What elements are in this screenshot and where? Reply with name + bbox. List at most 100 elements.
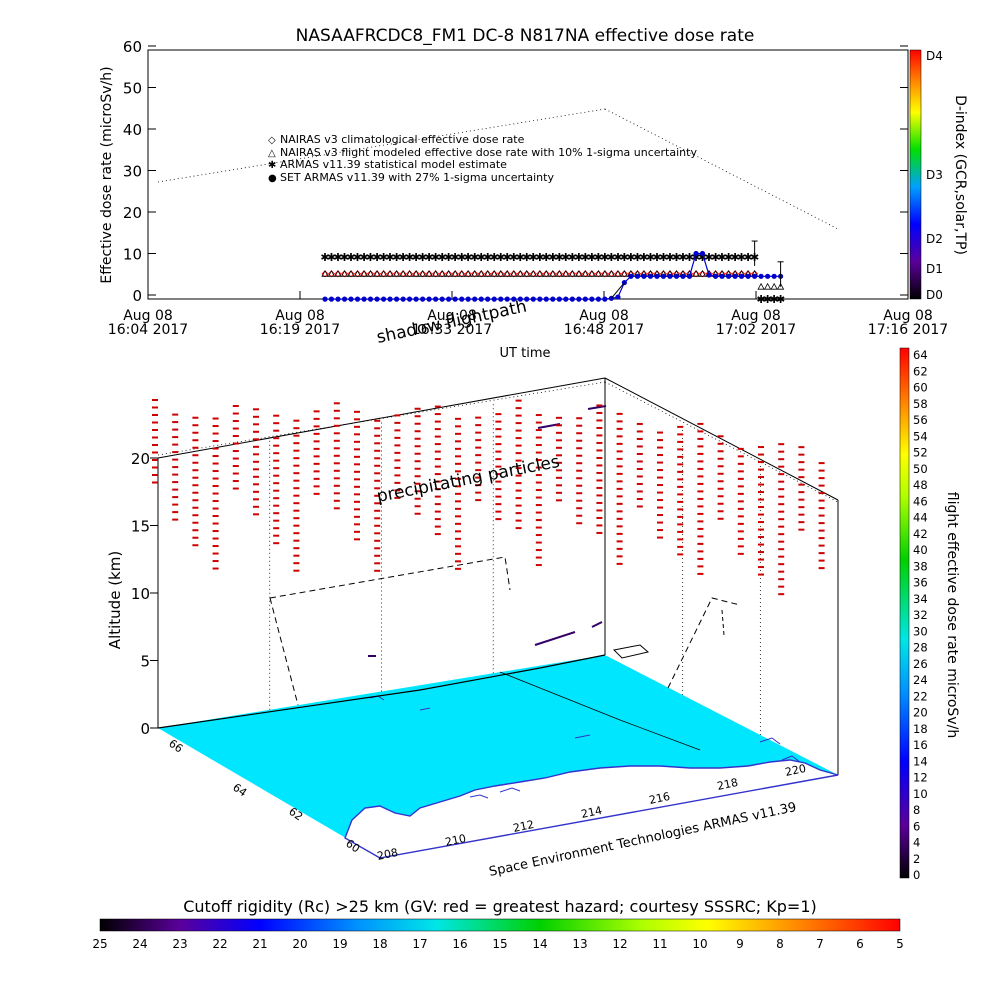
- data-point: [360, 270, 368, 278]
- data-point: [511, 296, 517, 302]
- dose-tick-label: 50: [913, 462, 928, 476]
- data-point: [504, 296, 510, 302]
- data-point: ✱: [776, 293, 785, 306]
- map-panel: shadow flightpath precipitating particle…: [106, 108, 960, 882]
- shadow-flightpath-left: [269, 597, 299, 706]
- data-point: [529, 269, 537, 277]
- rigidity-colorbar-ticks: 25 24 23 22 21 20 19 18 17 16 15 14 13 12 11 10 9 8 7 6 5: [92, 937, 903, 951]
- data-point: [595, 296, 602, 302]
- data-point: [458, 269, 466, 277]
- data-point: ✱: [626, 251, 635, 264]
- data-point: [386, 270, 394, 278]
- alt-tick-label: 20: [131, 450, 150, 468]
- rigidity-colorbar: [99, 918, 901, 932]
- data-point: [328, 296, 335, 302]
- rigidity-tick-label: 12: [612, 937, 627, 951]
- y-tick-label: 30: [123, 163, 142, 181]
- data-point: [771, 273, 777, 279]
- data-point: ✱: [366, 251, 375, 264]
- data-point: [607, 269, 616, 277]
- data-point: ✱: [438, 251, 447, 264]
- rigidity-tick-label: 9: [736, 937, 744, 951]
- x-tick-label-time: 16:33 2017: [412, 322, 492, 338]
- data-point: [498, 296, 504, 302]
- altitude-axis: 0 5 10 15 20: [131, 450, 158, 738]
- data-point: [594, 269, 603, 277]
- data-point: [334, 269, 342, 277]
- alt-gridline-right: [604, 108, 839, 230]
- data-point: [412, 270, 420, 278]
- dose-tick-label: 26: [913, 657, 928, 671]
- dose-tick-label: 44: [913, 511, 928, 525]
- shadow-flightpath-far: [721, 609, 725, 636]
- data-point: [536, 270, 544, 278]
- data-point: [654, 273, 660, 279]
- data-point: [353, 269, 362, 277]
- shadow-flightpath-right: [667, 597, 741, 689]
- data-point: [615, 294, 621, 300]
- data-point: ✱: [399, 251, 408, 264]
- data-point: [692, 269, 700, 277]
- lon-tick-label: 214: [580, 804, 603, 821]
- data-point: ✱: [392, 251, 401, 264]
- data-point: [321, 270, 329, 278]
- data-point: [757, 282, 765, 290]
- legend-label-nairas-flight: NAIRAS v3 flight modeled effective dose …: [280, 146, 697, 159]
- data-point: ✱: [327, 251, 336, 264]
- data-point: [444, 269, 453, 277]
- lon-tick-label: 212: [512, 818, 535, 835]
- alt-tick-label: 15: [131, 518, 150, 536]
- data-point: [451, 270, 459, 278]
- rigidity-tick-label: 24: [132, 937, 147, 951]
- dose-tick-label: 12: [913, 771, 928, 785]
- data-point: [523, 270, 531, 278]
- x-tick-label-date: Aug 08: [427, 308, 477, 324]
- data-point: [321, 269, 329, 277]
- overlay-shadow-flightpath: shadow flightpath: [375, 297, 529, 348]
- data-point: [719, 273, 725, 279]
- data-point: [745, 273, 751, 279]
- data-point: [536, 269, 544, 277]
- dose-tick-label: 20: [913, 706, 928, 720]
- data-point: [524, 296, 530, 302]
- data-point: ✱: [672, 251, 681, 264]
- rigidity-tick-label: 5: [896, 937, 904, 951]
- data-point: [523, 269, 531, 277]
- x-tick-label-date: Aug 08: [275, 308, 325, 324]
- data-point: [614, 270, 622, 278]
- data-point: [334, 270, 342, 278]
- data-point: [393, 296, 400, 302]
- top-y-axis: 0 10 20 30 40 50 60: [123, 38, 908, 305]
- data-point: [485, 296, 491, 302]
- data-point: [354, 296, 361, 302]
- data-point: [510, 270, 518, 278]
- data-point: ✱: [652, 251, 661, 264]
- data-point: [752, 273, 758, 279]
- dose-tick-label: 4: [913, 836, 920, 850]
- y-tick-label: 60: [123, 38, 142, 56]
- y-tick-label: 0: [132, 287, 142, 305]
- x-tick-label-time: 16:48 2017: [564, 322, 644, 338]
- data-point: [471, 270, 479, 278]
- data-point: [477, 269, 485, 277]
- data-point: [412, 269, 420, 277]
- rigidity-tick-label: 18: [372, 937, 387, 951]
- data-point: [589, 296, 595, 302]
- data-point: ✱: [470, 251, 479, 264]
- data-point: [446, 296, 452, 302]
- alt-tick-label: 10: [131, 585, 150, 603]
- data-point: [562, 269, 570, 277]
- data-point: ✱: [730, 251, 739, 264]
- data-point: [497, 269, 505, 277]
- shadow-trace: [611, 282, 625, 299]
- data-point: [347, 270, 355, 278]
- data-point: [353, 270, 362, 278]
- x-tick-label-date: Aug 08: [883, 308, 933, 324]
- rigidity-tick-label: 8: [776, 937, 784, 951]
- top-x-axis-label: UT time: [500, 346, 551, 361]
- x-tick-label-date: Aug 08: [731, 308, 781, 324]
- data-point: ✱: [483, 251, 492, 264]
- data-point: [601, 269, 609, 277]
- data-point: [575, 270, 583, 278]
- data-point: [406, 270, 414, 278]
